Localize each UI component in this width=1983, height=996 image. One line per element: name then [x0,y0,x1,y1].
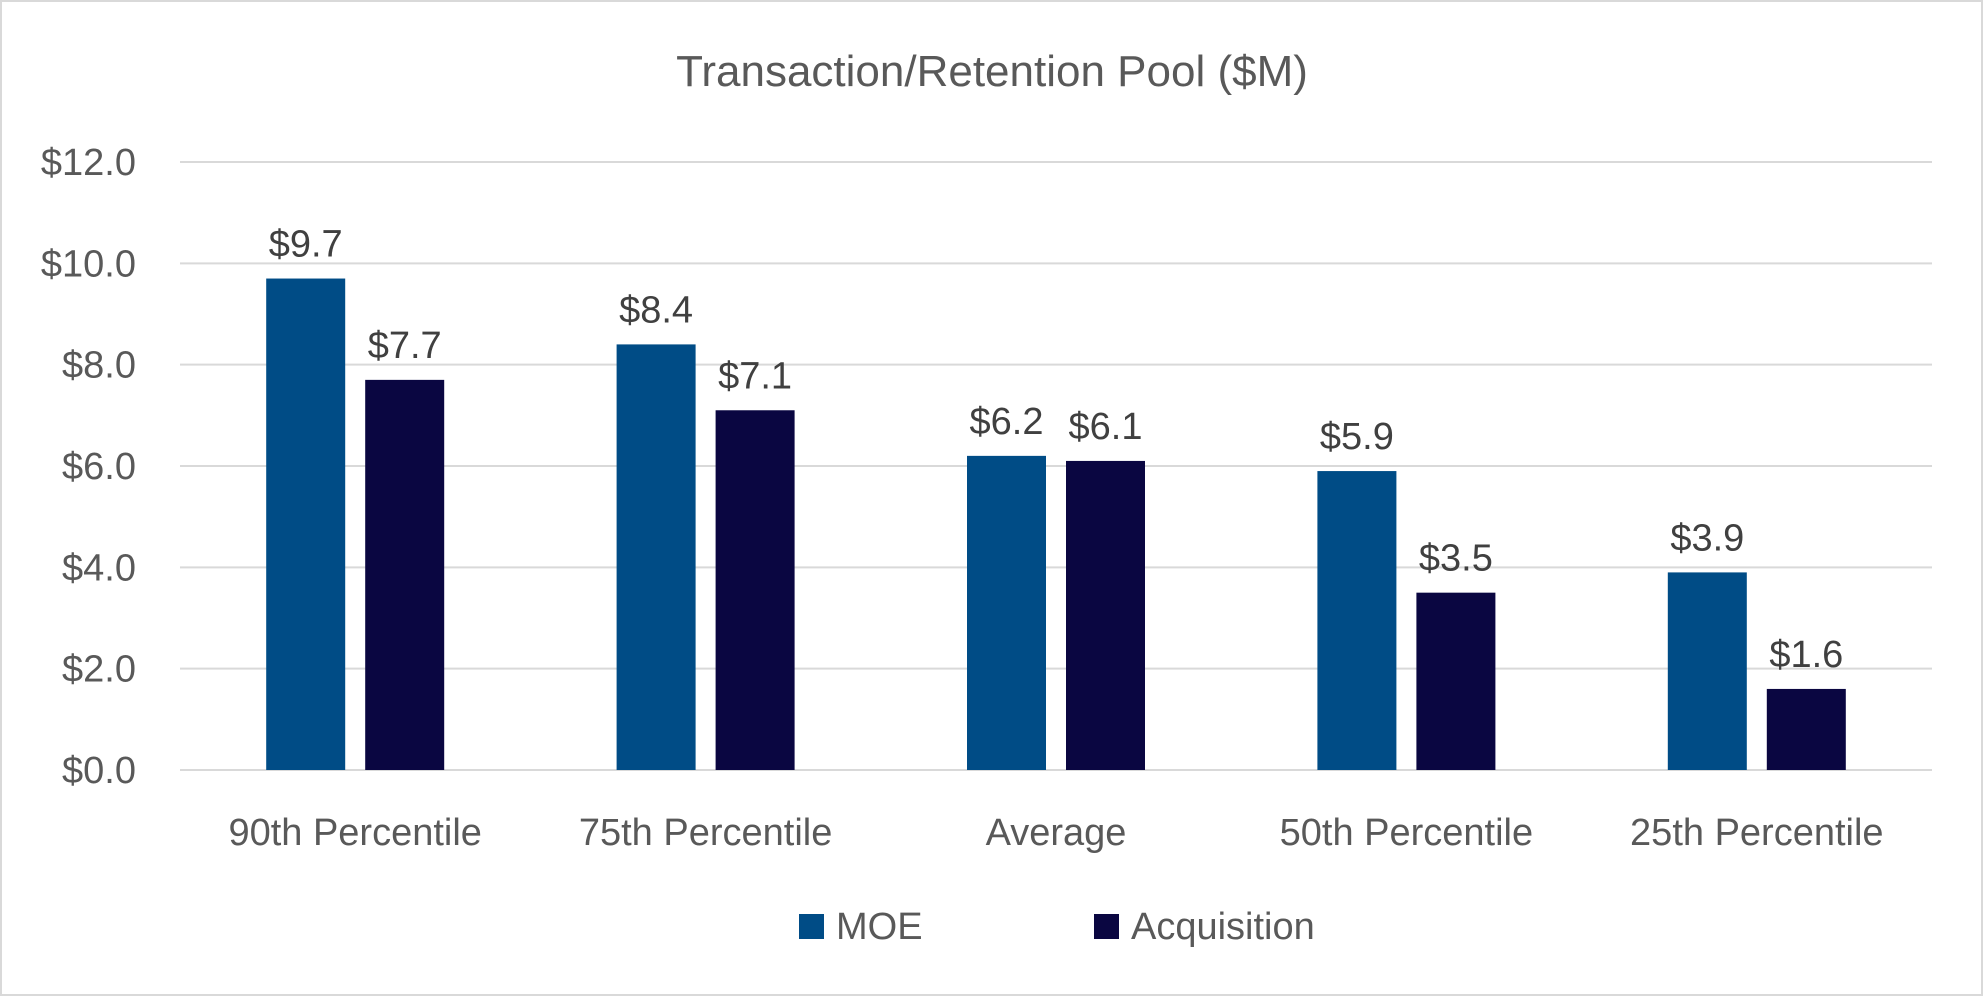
y-axis-ticks: $0.0 $2.0 $4.0 $6.0 $8.0 $10.0 $12.0 [41,142,136,792]
data-label: $1.6 [1769,634,1843,676]
x-category-label: 25th Percentile [1630,812,1884,854]
bar-acquisition [715,410,795,770]
bars [266,278,1846,770]
y-tick-label: $4.0 [62,547,136,589]
x-axis-categories: 90th Percentile 75th Percentile Average 50t… [228,812,1883,854]
bar-acquisition [1766,688,1846,770]
x-category-label: 50th Percentile [1280,812,1534,854]
chart-title: Transaction/Retention Pool ($M) [676,47,1308,96]
y-tick-label: $10.0 [41,243,136,285]
data-label: $7.1 [718,355,792,397]
legend: MOE Acquisition [799,906,1315,948]
bar-acquisition [1416,592,1496,770]
bar-moe [616,344,696,770]
x-category-label: Average [986,812,1127,854]
data-label: $3.9 [1670,517,1744,559]
y-tick-label: $12.0 [41,142,136,184]
y-tick-label: $8.0 [62,345,136,387]
data-labels: $9.7 $7.7 $8.4 $7.1 $6.2 $6.1 $5.9 $3.5 $3.9 $1.6 [269,224,1844,676]
data-label: $7.7 [368,325,442,367]
legend-label-moe: MOE [836,906,923,948]
gridlines [180,161,1932,771]
data-label: $6.2 [970,401,1044,443]
legend-label-acquisition: Acquisition [1131,906,1315,948]
bar-acquisition [365,379,445,770]
y-tick-label: $6.0 [62,446,136,488]
x-category-label: 90th Percentile [228,812,482,854]
bar-acquisition [1066,460,1145,770]
data-label: $5.9 [1320,416,1394,458]
y-tick-label: $2.0 [62,649,136,691]
data-label: $6.1 [1069,406,1143,448]
bar-moe [967,455,1046,770]
bar-moe [266,278,346,770]
legend-swatch-acquisition [1094,914,1119,939]
y-tick-label: $0.0 [62,750,136,792]
data-label: $9.7 [269,224,343,266]
legend-swatch-moe [799,914,824,939]
bar-moe [1317,471,1397,770]
bar-moe [1667,572,1747,770]
data-label: $3.5 [1419,538,1493,580]
x-category-label: 75th Percentile [579,812,833,854]
data-label: $8.4 [619,289,693,331]
